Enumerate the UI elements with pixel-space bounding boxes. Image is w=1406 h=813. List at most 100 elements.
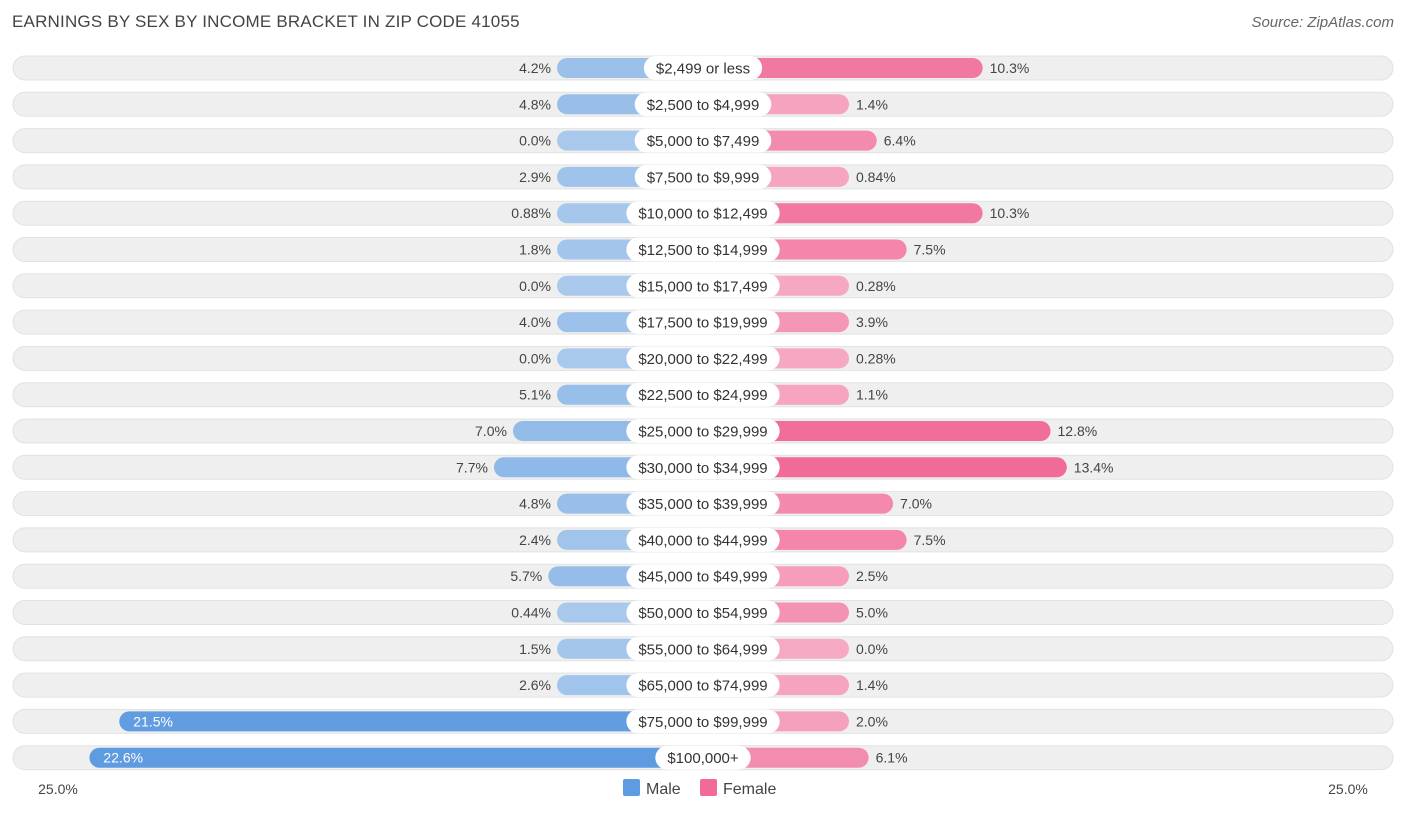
male-value-label: 1.8%	[519, 242, 551, 258]
female-value-label: 0.28%	[856, 278, 896, 294]
female-value-label: 2.5%	[856, 568, 888, 584]
row-3: $7,500 to $9,999 2.9% 0.84%	[12, 164, 1394, 190]
chart-rows: $2,499 or less 4.2% 10.3% $2,500 to $4,999 4…	[12, 55, 1394, 771]
female-value-label: 2.0%	[856, 713, 888, 729]
category-pill	[634, 92, 772, 117]
legend: Male Female	[623, 779, 776, 798]
category-pill	[626, 709, 780, 734]
row-2: $5,000 to $7,499 0.0% 6.4%	[12, 128, 1394, 154]
category-label: $55,000 to $64,999	[638, 641, 767, 658]
female-value-label: 6.4%	[884, 133, 916, 149]
category-pill	[655, 745, 751, 770]
category-label: $12,500 to $14,999	[638, 242, 767, 259]
category-label: $45,000 to $49,999	[638, 569, 767, 586]
legend-female-swatch	[700, 779, 717, 796]
category-label: $22,500 to $24,999	[638, 387, 767, 404]
category-pill	[626, 310, 780, 335]
row-10: $25,000 to $29,999 7.0% 12.8%	[12, 418, 1394, 444]
category-pill	[626, 527, 780, 552]
row-5: $12,500 to $14,999 1.8% 7.5%	[12, 237, 1394, 262]
category-label: $40,000 to $44,999	[638, 532, 767, 549]
category-label: $2,500 to $4,999	[647, 97, 760, 114]
legend-female-label: Female	[723, 781, 776, 798]
female-value-label: 0.84%	[856, 169, 896, 185]
male-value-label: 22.6%	[103, 750, 143, 766]
male-value-label: 7.0%	[475, 423, 507, 439]
row-12: $35,000 to $39,999 4.8% 7.0%	[12, 491, 1394, 517]
male-value-label: 5.1%	[519, 387, 551, 403]
category-pill	[626, 673, 780, 698]
category-pill	[626, 600, 780, 625]
category-label: $25,000 to $29,999	[638, 424, 767, 441]
axis-left-label: 25.0%	[38, 781, 78, 797]
female-value-label: 6.1%	[876, 750, 908, 766]
category-pill	[626, 419, 780, 443]
male-value-label: 2.4%	[519, 532, 551, 548]
category-pill	[626, 564, 780, 589]
row-7: $17,500 to $19,999 4.0% 3.9%	[12, 309, 1394, 335]
chart-title: EARNINGS BY SEX BY INCOME BRACKET IN ZIP…	[12, 12, 520, 31]
male-value-label: 0.0%	[519, 133, 551, 149]
row-1: $2,500 to $4,999 4.8% 1.4%	[12, 91, 1394, 117]
male-value-label: 2.9%	[519, 169, 551, 185]
female-value-label: 0.0%	[856, 641, 888, 657]
male-value-label: 2.6%	[519, 677, 551, 693]
category-label: $17,500 to $19,999	[638, 315, 767, 332]
category-pill	[634, 164, 772, 189]
row-17: $65,000 to $74,999 2.6% 1.4%	[12, 672, 1394, 698]
female-value-label: 1.1%	[856, 387, 888, 403]
male-value-label: 5.7%	[510, 568, 542, 584]
female-value-label: 7.5%	[914, 532, 946, 548]
category-label: $30,000 to $34,999	[638, 460, 767, 477]
category-pill	[634, 128, 772, 153]
female-value-label: 0.28%	[856, 350, 896, 366]
male-value-label: 0.44%	[511, 605, 551, 621]
row-4: $10,000 to $12,499 0.88% 10.3%	[12, 200, 1394, 226]
category-label: $5,000 to $7,499	[647, 133, 760, 150]
male-value-label: 21.5%	[133, 713, 173, 729]
male-value-label: 0.0%	[519, 278, 551, 294]
female-value-label: 12.8%	[1058, 423, 1098, 439]
row-16: $55,000 to $64,999 1.5% 0.0%	[12, 636, 1394, 662]
male-value-label: 4.2%	[519, 60, 551, 76]
category-pill	[643, 56, 763, 80]
source-note: Source: ZipAtlas.com	[1251, 14, 1394, 31]
category-pill	[626, 491, 780, 516]
category-label: $100,000+	[667, 750, 739, 767]
male-value-label: 0.0%	[519, 350, 551, 366]
row-6: $15,000 to $17,499 0.0% 0.28%	[12, 273, 1394, 299]
category-label: $10,000 to $12,499	[638, 206, 767, 223]
row-0: $2,499 or less 4.2% 10.3%	[12, 55, 1394, 81]
row-14: $45,000 to $49,999 5.7% 2.5%	[12, 563, 1394, 589]
female-value-label: 13.4%	[1074, 459, 1114, 475]
male-value-label: 1.5%	[519, 641, 551, 657]
female-value-label: 3.9%	[856, 314, 888, 330]
male-value-label: 7.7%	[456, 459, 488, 475]
female-value-label: 7.0%	[900, 496, 932, 512]
category-pill	[626, 455, 780, 480]
female-value-label: 1.4%	[856, 96, 888, 112]
male-value-label: 0.88%	[511, 205, 551, 221]
female-value-label: 5.0%	[856, 605, 888, 621]
category-label: $50,000 to $54,999	[638, 605, 767, 622]
row-11: $30,000 to $34,999 7.7% 13.4%	[12, 454, 1394, 480]
male-bar	[89, 747, 703, 768]
female-value-label: 10.3%	[990, 60, 1030, 76]
male-value-label: 4.8%	[519, 496, 551, 512]
row-15: $50,000 to $54,999 0.44% 5.0%	[12, 600, 1394, 625]
female-bar	[703, 457, 1067, 478]
category-pill	[626, 636, 780, 661]
male-value-label: 4.8%	[519, 96, 551, 112]
category-label: $15,000 to $17,499	[638, 278, 767, 295]
row-8: $20,000 to $22,499 0.0% 0.28%	[12, 345, 1394, 371]
category-pill	[626, 346, 780, 371]
row-19: $100,000+ 22.6% 6.1%	[12, 745, 1394, 771]
female-value-label: 7.5%	[914, 242, 946, 258]
row-9: $22,500 to $24,999 5.1% 1.1%	[12, 382, 1394, 408]
female-value-label: 1.4%	[856, 677, 888, 693]
category-pill	[626, 382, 780, 407]
category-label: $2,499 or less	[656, 61, 750, 78]
category-label: $20,000 to $22,499	[638, 351, 767, 368]
category-label: $75,000 to $99,999	[638, 714, 767, 731]
